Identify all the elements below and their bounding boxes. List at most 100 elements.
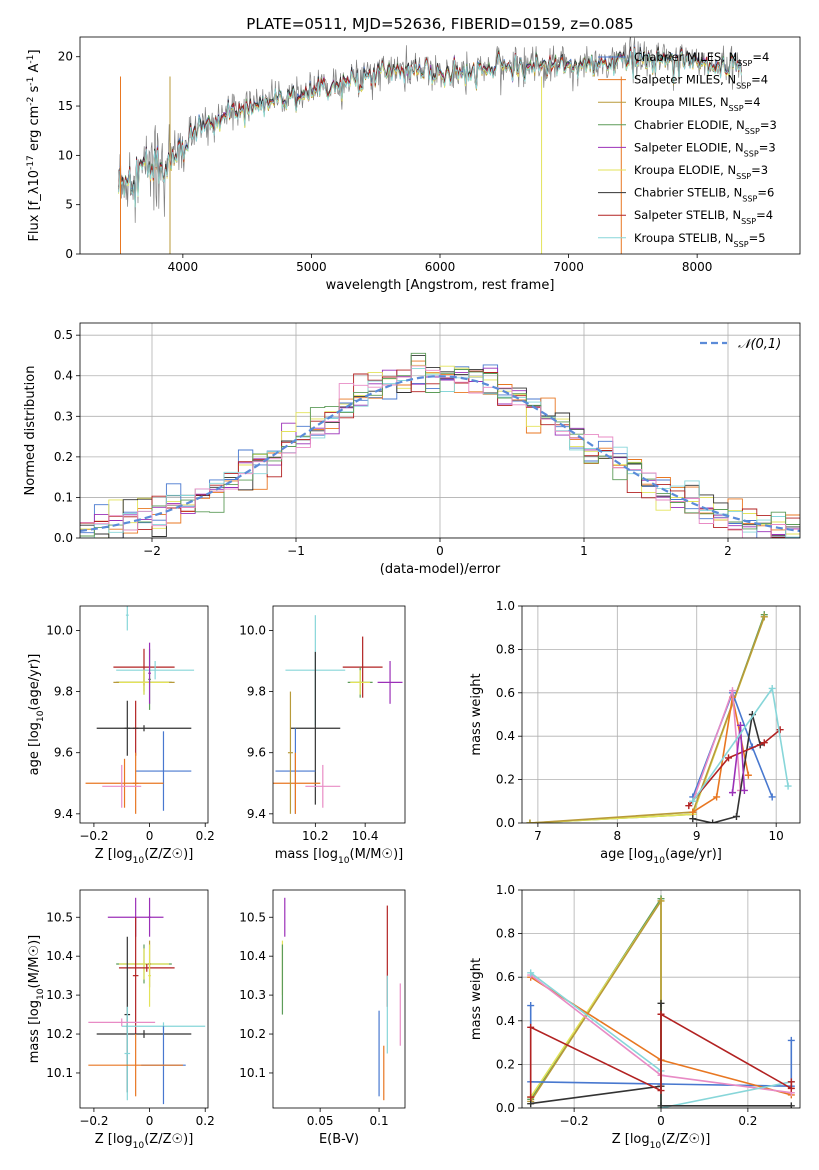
weight-marker bbox=[787, 1078, 795, 1086]
weight-line-7 bbox=[530, 1003, 792, 1107]
y-tick-label: 0.0 bbox=[496, 1101, 515, 1115]
x-tick-label: 7000 bbox=[553, 260, 584, 274]
residual-legend: 𝒩(0,1) bbox=[700, 337, 781, 352]
y-tick-label: 9.6 bbox=[54, 746, 73, 760]
y-tick-label: 10.2 bbox=[46, 1027, 73, 1041]
weight-marker bbox=[760, 739, 768, 747]
plot-area-residuals bbox=[80, 323, 800, 538]
weight-marker bbox=[689, 808, 697, 816]
x-tick-label: 10 bbox=[769, 829, 784, 843]
panel-mass-vs-Z: −0.2 0 0.2 10.1 10.2 10.3 10.4 10.5 Z [log10(Z/Z… bbox=[27, 889, 215, 1151]
x-tick-label: 4000 bbox=[168, 260, 199, 274]
y-tick-label: 10.2 bbox=[239, 1027, 266, 1041]
model-spectrum-line-8 bbox=[118, 48, 742, 208]
y-tick-label: 9.8 bbox=[54, 685, 73, 699]
panel-age-vs-Z: −0.2 0 0.2 9.4 9.6 9.8 10.0 Z [log10(Z/Z☉)] age … bbox=[27, 605, 215, 866]
x-tick-label: 0 bbox=[657, 1114, 665, 1128]
legend-label-3: Chabrier ELODIE, NSSP=3 bbox=[634, 118, 777, 136]
y-tick-label: 0.0 bbox=[496, 816, 515, 830]
normal-reference-curve bbox=[80, 375, 800, 532]
x-tick-label: 1 bbox=[580, 544, 588, 558]
x-tick-label: 0.1 bbox=[370, 1114, 389, 1128]
y-tick-label: 0.8 bbox=[496, 927, 515, 941]
y-tick-label: 0.8 bbox=[496, 642, 515, 656]
y-tick-label: 0.5 bbox=[54, 328, 73, 342]
weight-marker bbox=[657, 897, 665, 905]
weight-marker bbox=[760, 613, 768, 621]
errorbar-point-14 bbox=[88, 1034, 183, 1097]
plot-area-spectrum bbox=[118, 37, 743, 254]
y-tick-label: 0.0 bbox=[54, 531, 73, 545]
weight-marker bbox=[685, 802, 693, 810]
x-tick-label: 10.4 bbox=[352, 829, 379, 843]
y-tick-label: 0 bbox=[65, 247, 73, 261]
residual-histogram-8 bbox=[80, 365, 800, 538]
x-tick-label: 0.05 bbox=[307, 1114, 334, 1128]
errorbar-point-7 bbox=[148, 944, 151, 1007]
panel-age-vs-mass: 10.2 10.4 9.4 9.6 9.8 10.0 mass [log10(M/M☉)] bbox=[239, 605, 406, 866]
errorbar-point-10 bbox=[96, 725, 192, 732]
panel-massweight-vs-Z: −0.2 0 0.2 0.0 0.2 0.4 0.6 0.8 1.0 Z [log10(Z/Z☉)… bbox=[469, 883, 801, 1151]
errorbar-point-5 bbox=[118, 670, 170, 695]
y-tick-label: 10.1 bbox=[239, 1066, 266, 1080]
errorbar-point-12 bbox=[85, 758, 164, 808]
y-tick-label: 10.1 bbox=[46, 1066, 73, 1080]
x-tick-label: 0 bbox=[146, 829, 154, 843]
errorbar-point-11 bbox=[124, 1006, 131, 1101]
y-tick-label: 10.3 bbox=[239, 988, 266, 1002]
y-tick-label: 9.4 bbox=[247, 807, 266, 821]
x-tick-label: 0 bbox=[436, 544, 444, 558]
y-axis-label: age [log10(age/yr)] bbox=[27, 654, 46, 776]
plot-area-age-vs-mass bbox=[273, 615, 403, 814]
errorbar-point-5 bbox=[118, 963, 175, 972]
axes-frame bbox=[272, 605, 406, 824]
weight-marker bbox=[768, 684, 776, 692]
x-axis-label: (data-model)/error bbox=[380, 562, 501, 577]
errorbar-point-4 bbox=[148, 897, 151, 937]
errorbar-point-10 bbox=[96, 1030, 192, 1038]
legend-label-8: Kroupa STELIB, NSSP=5 bbox=[634, 231, 766, 249]
plot-area-massweight-vs-age bbox=[522, 606, 800, 823]
plot-area-massweight-vs-Z bbox=[522, 890, 800, 1108]
weight-marker bbox=[527, 969, 535, 977]
weight-marker bbox=[736, 721, 744, 729]
x-axis-label: Z [log10(Z/Z☉)] bbox=[95, 847, 194, 866]
y-tick-label: 9.8 bbox=[247, 685, 266, 699]
weight-marker bbox=[744, 771, 752, 779]
y-axis-label: Flux [f_λ10-17 erg cm-2 s-1 A-1] bbox=[26, 49, 42, 241]
y-tick-label: 0.6 bbox=[496, 970, 515, 984]
x-tick-label: 0.2 bbox=[196, 829, 215, 843]
errorbar-point-11 bbox=[135, 731, 192, 811]
errorbar-point-6 bbox=[132, 917, 139, 1035]
x-tick-label: 0.2 bbox=[196, 1114, 215, 1128]
y-tick-label: 0.6 bbox=[496, 686, 515, 700]
y-axis-label: mass weight bbox=[469, 958, 484, 1040]
errorbar-point-0 bbox=[342, 636, 383, 698]
panel-mass-vs-EBV: 0.05 0.1 10.1 10.2 10.3 10.4 10.5 E(B-V) bbox=[239, 889, 406, 1147]
errorbar-point-13 bbox=[132, 752, 139, 814]
y-tick-label: 9.4 bbox=[54, 807, 73, 821]
axes-frame bbox=[521, 605, 801, 824]
axes-frame bbox=[79, 36, 801, 255]
x-axis-label: wavelength [Angstrom, rest frame] bbox=[326, 278, 555, 293]
weight-marker bbox=[787, 1036, 795, 1044]
weight-marker bbox=[657, 1010, 665, 1018]
y-tick-label: 15 bbox=[58, 99, 73, 113]
weight-marker bbox=[732, 812, 740, 820]
legend-label-2: Kroupa MILES, NSSP=4 bbox=[634, 95, 761, 113]
weight-marker bbox=[689, 797, 697, 805]
spectrum-legend: Chabrier MILES, NSSP=4 Salpeter MILES, NS… bbox=[598, 50, 777, 248]
y-tick-label: 10.0 bbox=[239, 623, 266, 637]
x-tick-label: 8000 bbox=[682, 260, 713, 274]
y-tick-label: 0.4 bbox=[496, 1014, 515, 1028]
weight-marker bbox=[768, 793, 776, 801]
y-tick-label: 10.4 bbox=[239, 949, 266, 963]
x-tick-label: −0.2 bbox=[79, 829, 108, 843]
errorbar-point-2 bbox=[125, 606, 129, 631]
y-tick-label: 9.6 bbox=[247, 746, 266, 760]
weight-marker bbox=[725, 754, 733, 762]
axes-frame bbox=[79, 605, 209, 824]
x-tick-label: 7 bbox=[534, 829, 542, 843]
weight-marker bbox=[713, 793, 721, 801]
residual-histogram-7 bbox=[80, 352, 800, 537]
